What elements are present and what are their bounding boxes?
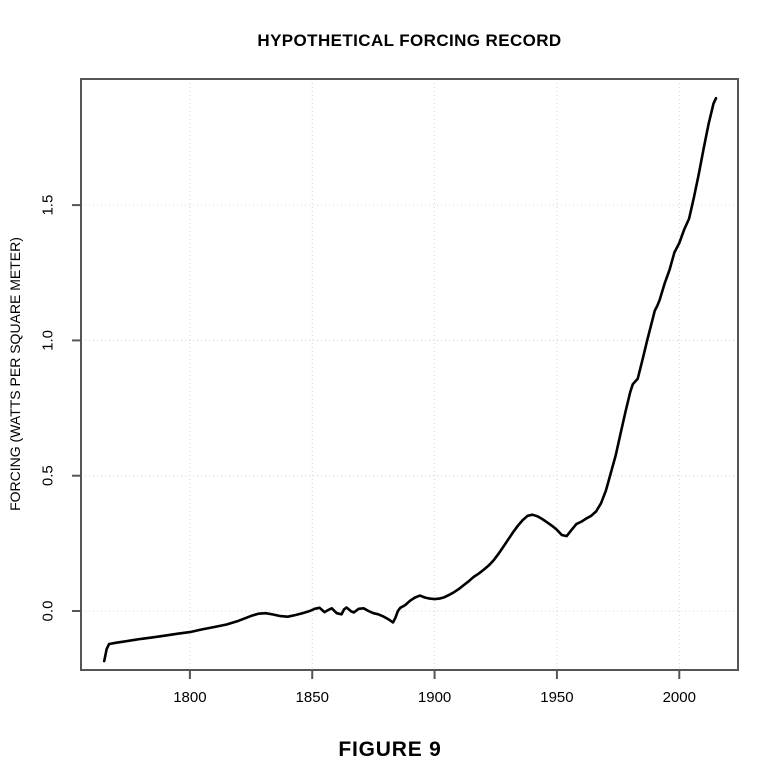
axis-tick-labels: 1800 1850 1900 1950 2000 0.0 0.5 1.0 1.5 [40,195,696,706]
axis-ticks [72,204,681,679]
chart-title: HYPOTHETICAL FORCING RECORD [257,31,562,50]
plot-frame [80,78,739,671]
y-tick-label: 1.0 [40,330,57,351]
figure-caption: FIGURE 9 [338,738,442,761]
y-tick-label: 1.5 [40,195,57,216]
y-tick-label: 0.0 [40,601,57,622]
x-tick-label: 1900 [418,689,451,706]
x-tick-label: 1950 [540,689,573,706]
forcing-series-line [102,96,718,663]
x-tick-label: 1800 [173,689,206,706]
x-tick-label: 1850 [296,689,329,706]
y-tick-label: 0.5 [40,465,57,486]
x-tick-label: 2000 [663,689,696,706]
gridlines [81,79,738,670]
